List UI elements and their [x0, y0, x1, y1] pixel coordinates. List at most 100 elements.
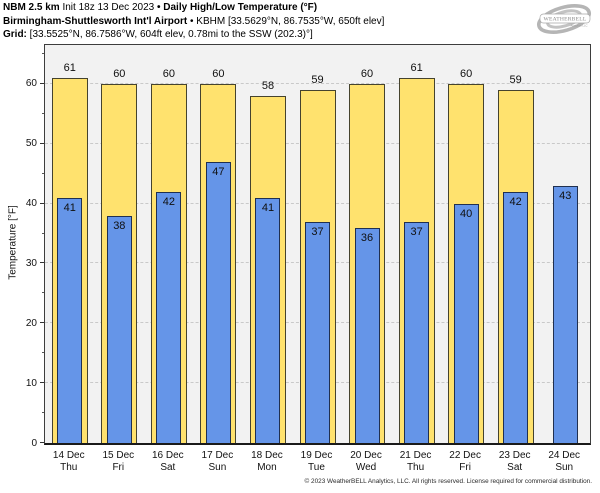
y-tick-mark: [40, 202, 44, 204]
low-bar: [453, 203, 479, 443]
x-tick-label: 15 Dec Fri: [94, 450, 144, 473]
x-tick-day: Mon: [257, 461, 277, 473]
logo-subtext: Analytics LLC: [570, 24, 587, 28]
x-tick-day: Sun: [555, 461, 574, 473]
low-value-label: 43: [559, 189, 572, 202]
low-bar: [255, 197, 281, 443]
header-line-2: Birmingham-Shuttlesworth Int'l Airport •…: [3, 15, 384, 29]
y-minor-tick-mark: [41, 52, 44, 54]
x-tick-day: Sat: [507, 461, 523, 473]
x-tick-day: Thu: [406, 461, 425, 473]
high-value-label: 60: [360, 67, 374, 80]
low-bar: [552, 185, 578, 443]
low-value-label: 37: [311, 225, 324, 238]
high-value-label: 60: [212, 67, 225, 80]
low-bar: [106, 215, 132, 443]
x-tick-label: 16 Dec Sat: [143, 450, 193, 473]
x-tick-date: 15 Dec: [102, 450, 135, 461]
x-tick-day: Sat: [160, 461, 176, 473]
high-value-label: 61: [410, 61, 423, 74]
low-bar: [57, 197, 83, 443]
y-minor-tick-mark: [41, 232, 44, 234]
copyright-text: © 2023 WeatherBELL Analytics, LLC. All r…: [304, 478, 592, 485]
x-tick-date: 23 Dec: [498, 450, 531, 461]
x-tick-day: Thu: [60, 461, 78, 473]
y-tick-mark: [40, 262, 44, 264]
x-tick-date: 21 Dec: [399, 450, 432, 461]
chart-title: • Daily High/Low Temperature (°F): [156, 2, 318, 13]
low-value-label: 37: [410, 225, 423, 238]
y-minor-tick-mark: [41, 352, 44, 354]
x-tick-label: 17 Dec Sun: [193, 450, 243, 473]
x-tick-label: 14 Dec Thu: [44, 450, 94, 473]
weatherbell-logo: WEATHERBELL Analytics LLC: [537, 4, 591, 34]
x-tick-date: 19 Dec: [300, 450, 333, 461]
y-tick-mark: [40, 382, 44, 384]
station-name: Birmingham-Shuttlesworth Int'l Airport: [3, 15, 188, 27]
y-minor-tick-mark: [41, 112, 44, 114]
high-value-label: 59: [311, 73, 324, 86]
low-bar: [156, 191, 182, 443]
y-tick-label: 60: [25, 78, 37, 90]
low-value-label: 36: [360, 231, 374, 244]
low-bar: [305, 221, 330, 443]
y-tick-mark: [40, 142, 44, 144]
x-tick-date: 24 Dec: [548, 450, 581, 461]
low-bar: [205, 161, 231, 443]
x-tick-day: Tue: [308, 461, 325, 473]
x-tick-label: 22 Dec Fri: [440, 450, 490, 473]
high-value-label: 60: [162, 67, 175, 80]
low-value-label: 40: [460, 207, 473, 220]
x-tick-label: 18 Dec Mon: [242, 450, 292, 473]
grid-label: Grid:: [3, 29, 27, 40]
low-value-label: 42: [509, 195, 522, 208]
high-value-label: 60: [460, 67, 473, 80]
y-minor-tick-mark: [41, 172, 44, 174]
y-tick-label: 40: [25, 198, 37, 210]
x-tick-date: 20 Dec: [350, 450, 382, 461]
grid-coords: [33.5525°N, 86.7586°W, 604ft elev, 0.78m…: [26, 29, 313, 40]
y-tick-label: 30: [25, 257, 37, 269]
y-tick-label: 10: [25, 377, 37, 389]
y-tick-label: 20: [25, 317, 37, 329]
x-tick-label: 24 Dec Sun: [539, 450, 589, 473]
station-meta: • KBHM [33.5629°N, 86.7535°W, 650ft elev…: [187, 15, 385, 27]
low-value-label: 41: [63, 201, 76, 214]
plot-area: 61 41 60 38 60 42 60 47 58 41 59 37 60 36 61 37 60 40 59 42…: [44, 44, 591, 445]
y-tick-mark: [40, 442, 44, 443]
low-value-label: 42: [162, 195, 175, 208]
model-name: NBM 2.5 km: [3, 2, 60, 13]
x-tick-date: 22 Dec: [449, 450, 481, 461]
y-axis-title: Temperature [°F]: [7, 205, 19, 280]
high-value-label: 61: [63, 61, 76, 74]
y-tick-label: 0: [31, 437, 37, 449]
low-value-label: 47: [212, 165, 225, 178]
high-value-label: 58: [261, 79, 275, 92]
low-value-label: 38: [113, 219, 126, 232]
y-axis: 0 10 20 30 40 50 60: [0, 44, 44, 449]
x-tick-day: Fri: [459, 461, 471, 473]
gridline-60: [45, 82, 590, 84]
x-tick-label: 19 Dec Tue: [292, 450, 342, 473]
header-line-3: Grid: [33.5525°N, 86.7586°W, 604ft elev,…: [3, 28, 384, 42]
low-bar: [404, 221, 430, 443]
x-tick-date: 16 Dec: [152, 450, 184, 461]
y-minor-tick-mark: [41, 412, 44, 414]
y-tick-mark: [40, 322, 44, 324]
y-tick-mark: [40, 82, 44, 84]
x-tick-label: 20 Dec Wed: [341, 450, 391, 473]
x-tick-label: 21 Dec Thu: [391, 450, 441, 473]
high-value-label: 60: [113, 67, 126, 80]
low-bar: [503, 191, 529, 443]
low-bar: [354, 227, 380, 443]
x-tick-day: Sun: [208, 461, 227, 473]
high-value-label: 59: [509, 73, 522, 86]
logo-text: WEATHERBELL: [544, 17, 587, 23]
x-tick-date: 17 Dec: [201, 450, 234, 461]
x-tick-date: 18 Dec: [251, 450, 283, 461]
x-tick-date: 14 Dec: [52, 450, 85, 461]
x-axis-labels: 14 Dec Thu 15 Dec Fri 16 Dec Sat 17 Dec Sun 18 D…: [44, 450, 591, 476]
init-time: Init 18z 13 Dec 2023: [59, 2, 157, 13]
x-tick-day: Wed: [355, 461, 377, 473]
